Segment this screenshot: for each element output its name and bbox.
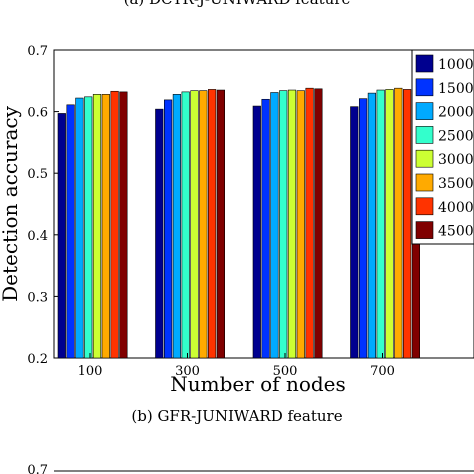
top-caption-fragment: (a) DCTR-J-UNIWARD feature <box>124 0 351 8</box>
legend-swatch <box>415 54 434 73</box>
bar <box>92 94 102 359</box>
legend-swatch <box>415 149 434 168</box>
y-tick-label: 0.2 <box>27 352 48 367</box>
y-axis-title: Detection accuracy <box>0 105 22 302</box>
x-tick-label: 700 <box>370 364 395 379</box>
bar <box>216 89 226 359</box>
figure-caption: (b) GFR-JUNIWARD feature <box>131 407 342 425</box>
legend-label: 4000 <box>438 200 474 216</box>
y-tick-label: 0.3 <box>27 290 48 305</box>
bar <box>350 106 359 359</box>
bar <box>287 89 297 359</box>
legend-label: 2000 <box>438 105 474 121</box>
bar <box>208 89 217 359</box>
y-tick-label: 0.6 <box>27 106 48 121</box>
bar <box>270 92 279 359</box>
x-tick-label: 500 <box>273 364 298 379</box>
bar <box>110 90 119 359</box>
y-tick-label: 0.5 <box>27 167 48 182</box>
bar <box>367 92 377 359</box>
bar <box>155 108 164 359</box>
bar <box>75 97 84 359</box>
legend-label: 1500 <box>438 81 474 97</box>
x-axis: 100 300 500 700 <box>78 353 395 379</box>
legend-swatch <box>415 221 434 239</box>
legend-label: 2500 <box>438 128 474 144</box>
y-tick-label: 0.4 <box>27 229 48 244</box>
bar <box>66 104 75 359</box>
bar <box>101 94 110 359</box>
bar <box>190 90 199 359</box>
bar <box>385 89 394 359</box>
bar <box>402 89 412 359</box>
legend-swatch <box>415 197 434 216</box>
x-axis-title: Number of nodes <box>170 372 346 396</box>
legend-label: 4500 <box>438 224 474 240</box>
bar <box>296 90 305 359</box>
bar <box>261 98 270 359</box>
legend-swatch <box>415 78 434 97</box>
bar <box>314 88 323 359</box>
bar <box>199 90 208 359</box>
bar <box>172 94 182 359</box>
legend: 1000 1500 2000 2500 3000 3500 4000 4500 <box>411 49 474 245</box>
y-tick-label: 0.7 <box>27 44 48 59</box>
legend-label: 1000 <box>438 57 474 73</box>
bar <box>164 99 173 359</box>
bar <box>305 87 314 359</box>
bar <box>394 87 403 359</box>
bar <box>119 91 128 359</box>
x-tick-label: 100 <box>78 364 103 379</box>
bar <box>252 105 261 359</box>
bar <box>57 113 66 359</box>
legend-swatch <box>415 102 434 120</box>
bar <box>358 98 368 359</box>
bar <box>376 89 385 359</box>
legend-label: 3500 <box>438 176 474 192</box>
bar <box>181 91 190 359</box>
bar <box>84 96 93 359</box>
bar <box>279 90 288 359</box>
legend-label: 3000 <box>438 152 474 168</box>
bars-group <box>57 87 421 359</box>
legend-swatch <box>415 173 434 192</box>
legend-swatch <box>415 126 434 144</box>
bottom-chart-tick-label: 0.7 <box>27 463 48 474</box>
y-axis: 0.2 0.3 0.4 0.5 0.6 0.7 <box>27 44 59 367</box>
x-tick-label: 300 <box>175 364 200 379</box>
